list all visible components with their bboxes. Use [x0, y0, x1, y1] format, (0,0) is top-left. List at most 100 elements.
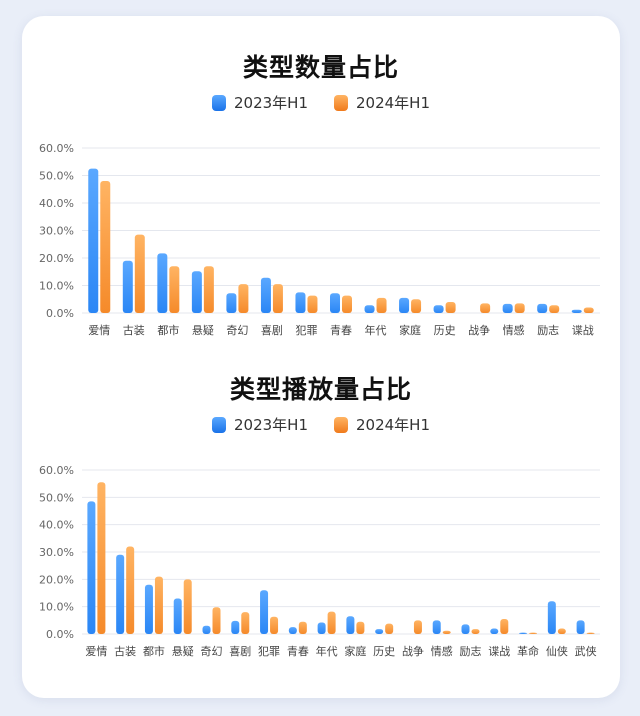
chart-title-count: 类型数量占比 [242, 53, 399, 82]
legend-item-2023: 2023年H1 [212, 414, 308, 435]
bar-2023-悬疑 [173, 598, 182, 634]
y-tick-label: 10.0% [39, 601, 74, 614]
bar-2023-悬疑 [191, 271, 202, 313]
bar-2024-都市 [154, 576, 163, 634]
chart-card: 类型数量占比 2023年H1 2024年H1 0.0% 10.0% 20.0% 30.… [22, 16, 620, 698]
x-category-label: 古装 [114, 645, 136, 658]
y-tick-label: 50.0% [39, 491, 74, 504]
legend-label-2023: 2023年H1 [234, 416, 308, 434]
bar-2023-武侠 [576, 620, 585, 634]
bar-2024-励志 [549, 305, 560, 313]
bar-2023-青春 [288, 627, 297, 634]
legend-item-2024: 2024年H1 [334, 414, 430, 435]
x-category-label: 悬疑 [192, 324, 214, 337]
x-category-label: 家庭 [399, 323, 421, 337]
bar-2024-谍战 [583, 307, 594, 313]
bar-2023-情感 [502, 303, 513, 313]
bar-2024-家庭 [356, 621, 365, 634]
x-category-label: 青春 [330, 324, 352, 337]
bar-2024-喜剧 [241, 612, 250, 634]
bar-2024-年代 [327, 611, 336, 634]
bar-2024-革命 [529, 632, 538, 634]
bar-2023-情感 [432, 620, 441, 634]
x-category-label: 武侠 [575, 645, 597, 658]
bar-2023-历史 [375, 629, 384, 634]
bar-2023-年代 [364, 305, 375, 313]
x-category-label: 都市 [157, 323, 179, 337]
y-tick-label: 60.0% [39, 142, 74, 155]
bar-2023-都市 [144, 584, 153, 634]
y-tick-label: 10.0% [39, 280, 74, 293]
y-tick-label: 60.0% [39, 464, 74, 477]
bar-2023-奇幻 [226, 293, 237, 313]
bar-2023-谍战 [490, 628, 499, 634]
bar-2023-犯罪 [295, 292, 306, 313]
bar-2023-爱情 [88, 168, 99, 313]
y-tick-label: 0.0% [46, 628, 74, 641]
legend-item-2023: 2023年H1 [212, 92, 308, 113]
x-category-label: 爱情 [88, 324, 110, 337]
x-category-label: 谍战 [488, 645, 510, 658]
bar-2024-爱情 [97, 482, 106, 634]
x-category-label: 历史 [373, 645, 395, 658]
x-category-label: 犯罪 [258, 645, 280, 658]
bar-2023-历史 [433, 305, 444, 313]
bar-chart-count: 0.0% 10.0% 20.0% 30.0% 40.0% 50.0% 60.0% 爱情 古装 都市… [39, 142, 600, 337]
legend-swatch-2023 [212, 94, 226, 111]
bar-2024-年代 [376, 297, 387, 313]
x-category-label: 爱情 [85, 645, 107, 658]
bar-2023-青春 [330, 293, 340, 313]
bar-2023-家庭 [399, 297, 410, 313]
legend-label-2024: 2024年H1 [356, 94, 430, 112]
x-category-label: 都市 [143, 644, 165, 658]
bar-2024-武侠 [586, 632, 595, 634]
y-tick-label: 40.0% [39, 519, 74, 532]
y-tick-label: 20.0% [39, 252, 74, 265]
bar-2024-谍战 [500, 618, 509, 634]
bar-2024-家庭 [411, 299, 422, 313]
x-category-label: 励志 [460, 645, 482, 658]
bar-2024-情感 [442, 630, 451, 634]
bar-2023-年代 [317, 622, 326, 634]
bar-2023-家庭 [346, 616, 355, 634]
bar-2024-历史 [385, 623, 394, 634]
bar-2024-青春 [298, 621, 307, 634]
bar-2024-奇幻 [212, 607, 221, 634]
bar-2023-仙侠 [547, 601, 556, 634]
x-category-label: 犯罪 [295, 324, 317, 337]
bar-2024-犯罪 [307, 295, 318, 313]
x-category-label: 悬疑 [172, 645, 194, 658]
bar-2024-励志 [471, 629, 480, 634]
bar-2024-仙侠 [557, 628, 566, 634]
bar-2023-古装 [116, 554, 125, 634]
x-category-label: 战争 [402, 644, 424, 658]
bar-2024-战争 [413, 620, 422, 634]
x-category-label: 历史 [434, 324, 456, 337]
legend-label-2023: 2023年H1 [234, 94, 308, 112]
y-tick-label: 30.0% [39, 225, 74, 238]
x-category-label: 古装 [123, 324, 145, 337]
x-category-label: 战争 [468, 323, 490, 337]
bar-2024-情感 [514, 303, 525, 313]
bar-2024-犯罪 [270, 616, 279, 634]
bar-2023-励志 [461, 624, 470, 634]
bar-2024-奇幻 [238, 284, 249, 313]
bar-2023-都市 [157, 253, 168, 313]
x-category-label: 情感 [431, 645, 453, 658]
x-category-label: 年代 [365, 323, 387, 337]
bar-2024-古装 [126, 546, 135, 634]
x-category-label: 年代 [316, 644, 338, 658]
x-category-label: 谍战 [572, 324, 594, 337]
legend-swatch-2024 [334, 94, 348, 111]
bar-2023-励志 [537, 303, 548, 313]
y-tick-label: 20.0% [39, 573, 74, 586]
bar-2023-革命 [519, 632, 528, 634]
bar-chart-plays: 0.0% 10.0% 20.0% 30.0% 40.0% 50.0% 60.0% 爱情 古装 都市… [39, 464, 600, 658]
x-category-label: 奇幻 [226, 324, 248, 337]
bar-2024-战争 [480, 303, 491, 313]
x-category-label: 革命 [517, 644, 539, 658]
y-tick-label: 30.0% [39, 546, 74, 559]
x-category-label: 情感 [503, 324, 525, 337]
y-tick-label: 50.0% [39, 170, 74, 183]
legend-swatch-2023 [212, 416, 226, 433]
